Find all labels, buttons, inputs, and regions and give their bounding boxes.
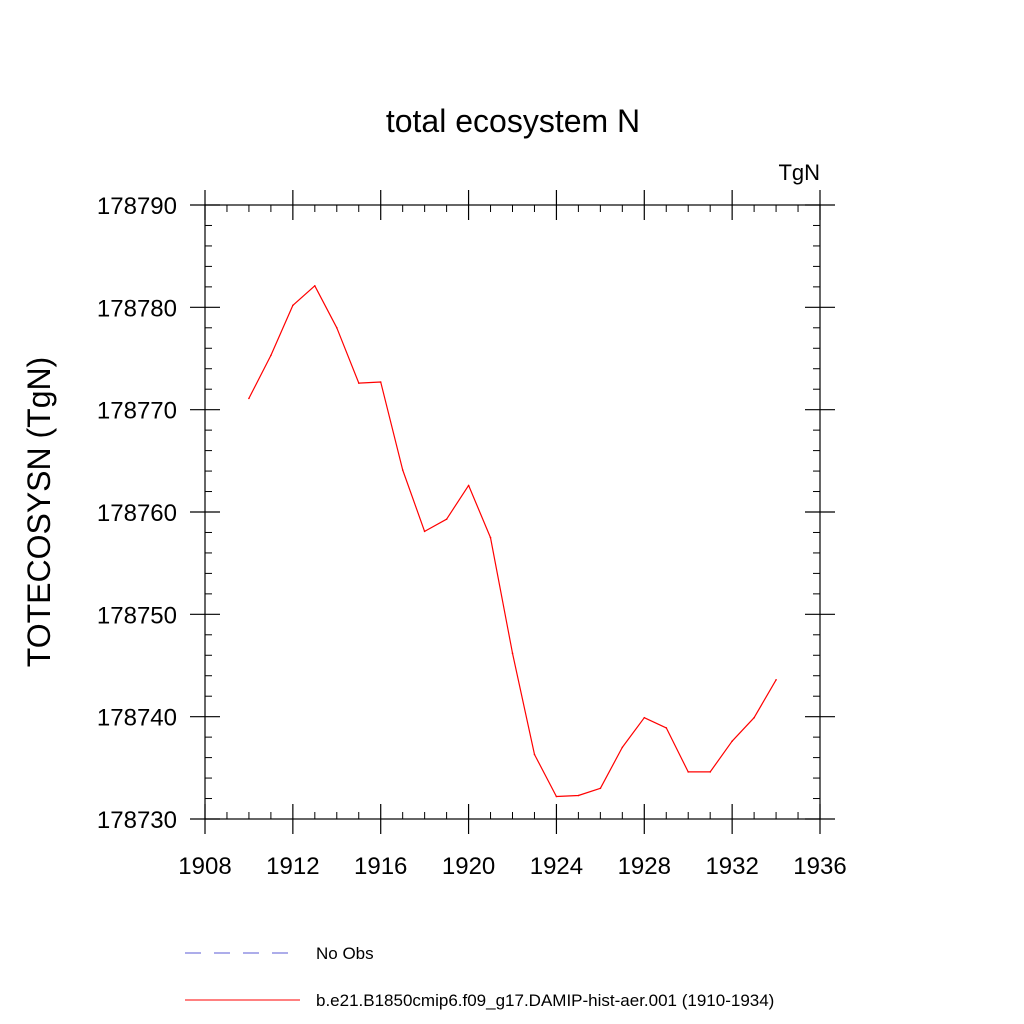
- y-tick-label: 178740: [97, 705, 177, 732]
- data-point: [687, 771, 689, 773]
- plot-frame: [204, 204, 821, 820]
- x-tick-label: 1936: [793, 853, 846, 880]
- x-tick-label: 1920: [442, 853, 495, 880]
- data-point: [423, 530, 426, 533]
- data-point: [577, 794, 580, 797]
- x-tick-label: 1916: [354, 853, 407, 880]
- x-tick-label: 1928: [618, 853, 671, 880]
- data-point: [401, 469, 404, 471]
- major-ticks: [190, 190, 835, 834]
- chart-title: total ecosystem N: [386, 103, 640, 139]
- x-tick-label: 1912: [266, 853, 319, 880]
- y-tick-label: 178780: [97, 295, 177, 322]
- data-point: [292, 304, 294, 307]
- data-point: [467, 484, 470, 487]
- data-point: [248, 397, 250, 400]
- legend-label-model-run: b.e21.B1850cmip6.f09_g17.DAMIP-hist-aer.…: [316, 991, 774, 1010]
- data-point: [665, 727, 668, 729]
- data-point: [533, 753, 536, 756]
- x-tick-label: 1924: [530, 853, 583, 880]
- data-point: [775, 679, 777, 681]
- y-tick-label: 178770: [97, 398, 177, 425]
- legend: No Obs b.e21.B1850cmip6.f09_g17.DAMIP-hi…: [185, 944, 774, 1010]
- data-point: [270, 354, 272, 357]
- series-line-0: [248, 285, 777, 798]
- x-tick-label: 1908: [178, 853, 231, 880]
- data-point: [358, 382, 360, 384]
- y-tick-label: 178730: [97, 807, 177, 834]
- data-point: [643, 716, 646, 719]
- tick-labels: 1908 1912 1916 1920 1924 1928 1932 1936 178730 17…: [97, 193, 847, 880]
- x-tick-label: 1932: [705, 853, 758, 880]
- data-point: [709, 771, 711, 773]
- y-tick-label: 178790: [97, 193, 177, 220]
- data-point: [731, 740, 733, 742]
- data-point: [555, 795, 558, 798]
- data-point: [379, 381, 382, 383]
- data-point: [753, 716, 755, 719]
- data-point: [336, 327, 338, 329]
- data-point: [445, 518, 448, 520]
- data-point: [314, 285, 316, 287]
- legend-label-no-obs: No Obs: [316, 944, 374, 963]
- data-point: [511, 652, 514, 654]
- data-point: [489, 536, 492, 539]
- y-axis-label: TOTECOSYSN (TgN): [21, 357, 57, 668]
- data-point: [599, 787, 602, 790]
- series-layer: [248, 285, 777, 798]
- y-tick-label: 178760: [97, 500, 177, 527]
- y-tick-label: 178750: [97, 602, 177, 629]
- units-label: TgN: [778, 160, 820, 185]
- data-point: [621, 746, 624, 749]
- minor-ticks: [205, 205, 820, 819]
